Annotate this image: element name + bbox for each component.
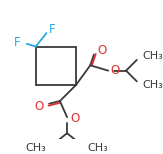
Text: CH₃: CH₃ [26,143,46,153]
Text: CH₃: CH₃ [88,143,108,153]
Text: O: O [71,112,80,125]
Text: O: O [111,64,120,77]
Text: CH₃: CH₃ [142,51,163,61]
Text: F: F [14,36,21,49]
Text: F: F [49,23,56,36]
Text: O: O [97,45,107,57]
Text: CH₃: CH₃ [142,80,163,90]
Text: O: O [35,100,44,113]
